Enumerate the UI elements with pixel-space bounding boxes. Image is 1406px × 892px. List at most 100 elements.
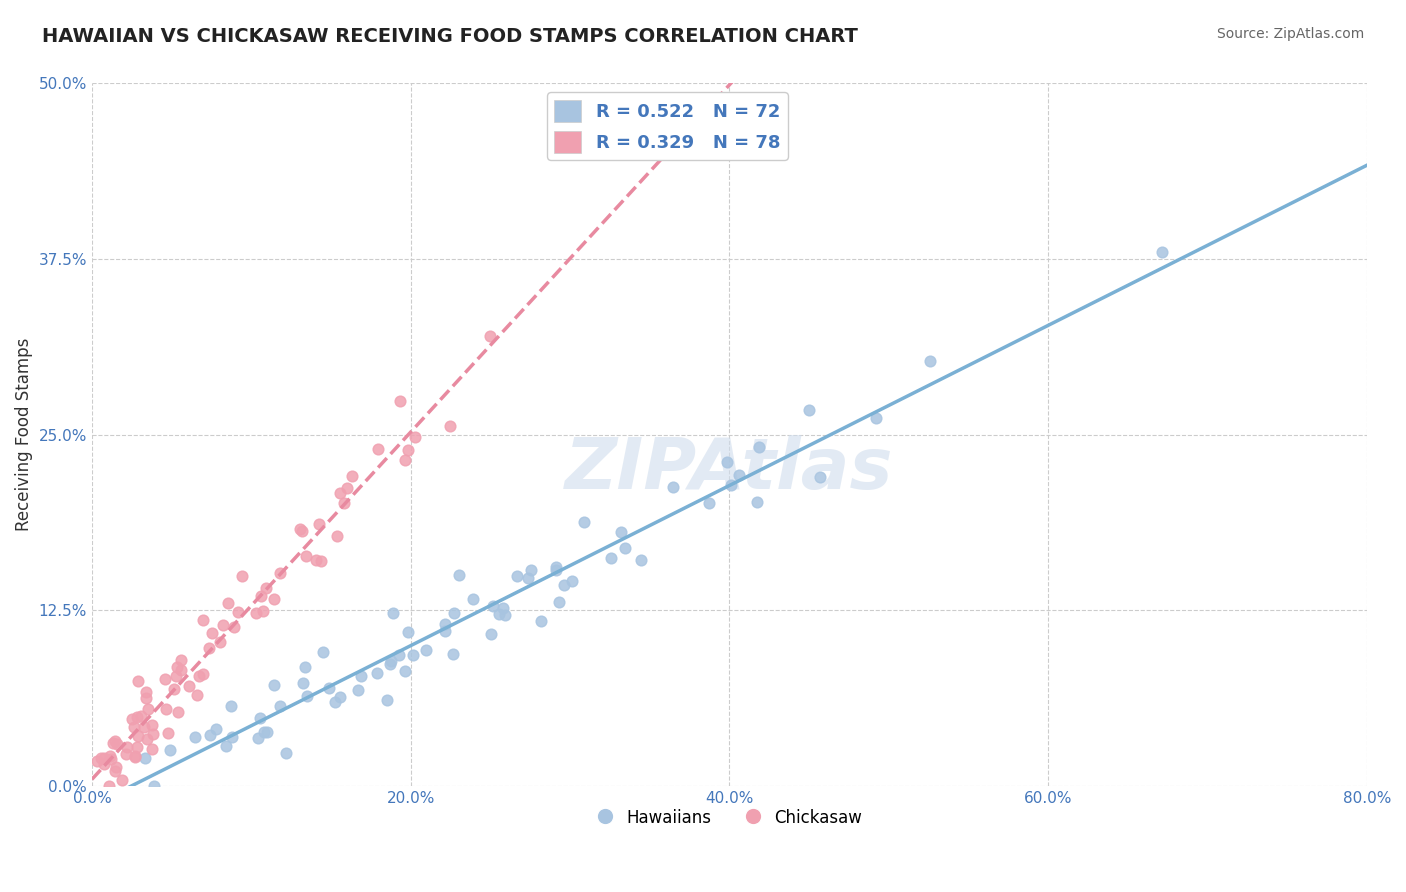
Text: ZIPAtlas: ZIPAtlas [565,435,894,504]
Point [865,410,887,425]
Point [380,654,402,668]
Point [404,430,426,444]
Point [198,640,221,655]
Point [104,734,127,748]
Point [134,720,156,734]
Point [394,664,416,678]
Point [170,663,193,677]
Point [350,669,373,683]
Point [121,712,143,726]
Point [492,600,515,615]
Point [105,737,128,751]
Text: HAWAIIAN VS CHICKASAW RECEIVING FOOD STAMPS CORRELATION CHART: HAWAIIAN VS CHICKASAW RECEIVING FOOD STA… [42,27,858,45]
Point [254,582,277,596]
Point [274,746,297,760]
Point [305,553,328,567]
Point [599,550,621,565]
Point [124,750,146,764]
Point [748,440,770,454]
Point [186,688,208,702]
Point [193,666,215,681]
Point [520,563,543,577]
Point [201,625,224,640]
Point [166,660,188,674]
Point [104,764,127,778]
Point [367,442,389,456]
Point [269,566,291,581]
Point [111,773,134,788]
Point [630,553,652,567]
Point [115,747,138,761]
Point [100,751,122,765]
Point [381,607,404,621]
Point [250,589,273,603]
Point [170,653,193,667]
Point [231,569,253,583]
Point [246,731,269,746]
Point [143,779,166,793]
Point [548,595,571,609]
Point [221,730,243,744]
Point [103,736,125,750]
Point [291,524,314,539]
Point [155,672,177,686]
Point [662,480,685,494]
Point [610,524,633,539]
Point [433,624,456,639]
Point [415,643,437,657]
Point [155,702,177,716]
Point [142,726,165,740]
Point [441,647,464,661]
Point [326,529,349,543]
Point [396,442,419,457]
Point [269,699,291,714]
Point [494,608,516,623]
Point [478,329,501,343]
Point [463,591,485,606]
Point [506,569,529,583]
Point [228,605,250,619]
Point [561,574,583,588]
Point [115,739,138,754]
Point [90,751,112,765]
Text: Source: ZipAtlas.com: Source: ZipAtlas.com [1216,27,1364,41]
Point [294,549,316,564]
Point [97,779,120,793]
Point [728,468,751,483]
Point [394,453,416,467]
Point [530,614,553,628]
Point [309,554,332,568]
Point [388,393,411,408]
Point [402,648,425,662]
Point [574,516,596,530]
Point [127,673,149,688]
Point [378,657,401,671]
Point [245,606,267,620]
Point [93,757,115,772]
Point [141,742,163,756]
Point [920,354,942,368]
Point [479,626,502,640]
Point [134,751,156,765]
Point [136,701,159,715]
Point [333,495,356,509]
Point [716,455,738,469]
Point [222,620,245,634]
Point [179,679,201,693]
Point [93,750,115,764]
Point [336,482,359,496]
Point [219,699,242,714]
Point [165,669,187,683]
Point [342,469,364,483]
Point [447,568,470,582]
Point [124,749,146,764]
Point [263,678,285,692]
Point [544,563,567,577]
Point [125,739,148,754]
Point [443,607,465,621]
Point [797,403,820,417]
Point [184,730,207,744]
Point [156,725,179,739]
Point [211,617,233,632]
Point [347,683,370,698]
